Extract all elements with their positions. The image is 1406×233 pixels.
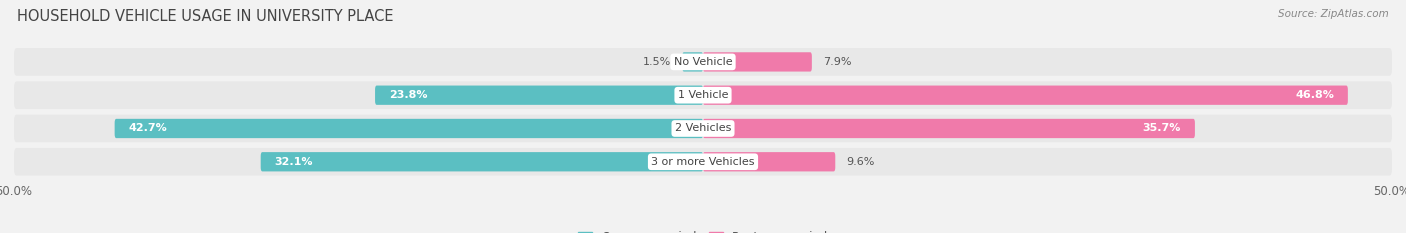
FancyBboxPatch shape [703, 119, 1195, 138]
Text: 1 Vehicle: 1 Vehicle [678, 90, 728, 100]
FancyBboxPatch shape [14, 115, 1392, 142]
FancyBboxPatch shape [703, 86, 1348, 105]
Text: 42.7%: 42.7% [128, 123, 167, 134]
FancyBboxPatch shape [14, 148, 1392, 176]
Text: 3 or more Vehicles: 3 or more Vehicles [651, 157, 755, 167]
Text: 2 Vehicles: 2 Vehicles [675, 123, 731, 134]
FancyBboxPatch shape [14, 48, 1392, 76]
Text: 9.6%: 9.6% [846, 157, 875, 167]
Text: 46.8%: 46.8% [1295, 90, 1334, 100]
FancyBboxPatch shape [703, 52, 811, 72]
FancyBboxPatch shape [115, 119, 703, 138]
FancyBboxPatch shape [260, 152, 703, 171]
Text: 7.9%: 7.9% [823, 57, 852, 67]
Text: 1.5%: 1.5% [643, 57, 671, 67]
FancyBboxPatch shape [375, 86, 703, 105]
FancyBboxPatch shape [682, 52, 703, 72]
Text: No Vehicle: No Vehicle [673, 57, 733, 67]
FancyBboxPatch shape [703, 152, 835, 171]
Text: 32.1%: 32.1% [274, 157, 314, 167]
Text: 35.7%: 35.7% [1143, 123, 1181, 134]
Text: Source: ZipAtlas.com: Source: ZipAtlas.com [1278, 9, 1389, 19]
Text: 23.8%: 23.8% [389, 90, 427, 100]
Legend: Owner-occupied, Renter-occupied: Owner-occupied, Renter-occupied [572, 226, 834, 233]
FancyBboxPatch shape [14, 81, 1392, 109]
Text: HOUSEHOLD VEHICLE USAGE IN UNIVERSITY PLACE: HOUSEHOLD VEHICLE USAGE IN UNIVERSITY PL… [17, 9, 394, 24]
